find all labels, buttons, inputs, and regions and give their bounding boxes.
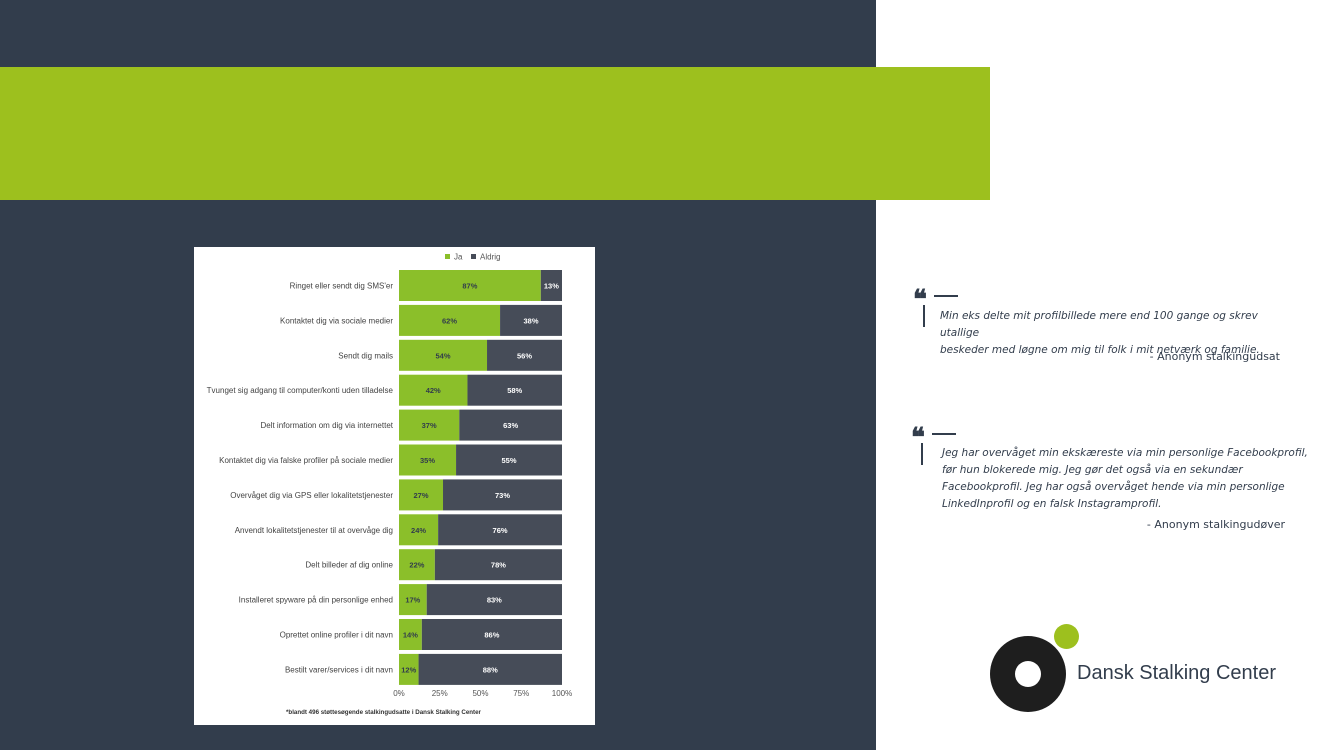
data-label-ja: 27% bbox=[413, 491, 428, 500]
chart-card: Ja Aldrig Ringet eller sendt dig SMS'er 87%… bbox=[194, 247, 595, 725]
bar-aldrig bbox=[540, 270, 562, 301]
legend-label-aldrig: Aldrig bbox=[480, 253, 500, 262]
stacked-bar-chart: Ja Aldrig Ringet eller sendt dig SMS'er 87%… bbox=[207, 253, 573, 717]
data-label-aldrig: 88% bbox=[483, 665, 498, 674]
data-label-ja: 24% bbox=[411, 526, 426, 535]
quote-author-1: - Anonym stalkingudsat bbox=[1149, 350, 1280, 363]
category-label: Overvåget dig via GPS eller lokalitetstj… bbox=[230, 491, 393, 500]
quote-line: før hun blokerede mig. Jeg gør det også … bbox=[942, 464, 1243, 476]
data-label-aldrig: 76% bbox=[493, 526, 508, 535]
data-label-aldrig: 78% bbox=[491, 561, 506, 570]
data-label-aldrig: 58% bbox=[507, 386, 522, 395]
bar-ja bbox=[399, 409, 460, 441]
bar-aldrig bbox=[500, 304, 562, 336]
quote-text-1: Min eks delte mit profilbillede mere end… bbox=[940, 308, 1300, 359]
category-label: Delt information om dig via internettet bbox=[260, 421, 393, 430]
data-label-ja: 12% bbox=[401, 665, 416, 674]
bar-ja bbox=[399, 444, 457, 476]
data-label-ja: 62% bbox=[442, 316, 457, 325]
data-label-aldrig: 56% bbox=[517, 351, 532, 360]
data-label-aldrig: 38% bbox=[524, 316, 539, 325]
data-label-ja: 37% bbox=[422, 421, 437, 430]
bar-aldrig bbox=[418, 653, 562, 685]
bar-ja bbox=[399, 339, 488, 371]
category-label: Kontaktet dig via falske profiler på soc… bbox=[219, 456, 393, 465]
data-label-ja: 42% bbox=[426, 386, 441, 395]
category-label: Anvendt lokalitetstjenester til at overv… bbox=[235, 526, 393, 535]
quote-line: Jeg har overvåget min ekskæreste via min… bbox=[942, 447, 1308, 459]
legend-swatch-ja bbox=[445, 254, 450, 259]
quote-dash bbox=[934, 295, 958, 297]
quote-bar bbox=[923, 305, 925, 327]
data-label-ja: 35% bbox=[420, 456, 435, 465]
bar-ja bbox=[399, 304, 501, 336]
bar-ja bbox=[399, 479, 444, 511]
category-label: Oprettet online profiler i dit navn bbox=[280, 631, 393, 640]
bar-ja bbox=[399, 584, 427, 616]
quote-bar bbox=[921, 443, 923, 465]
bar-aldrig bbox=[459, 409, 562, 441]
quote-line: Min eks delte mit profilbillede mere end… bbox=[940, 310, 1258, 339]
category-label: Ringet eller sendt dig SMS'er bbox=[290, 282, 394, 291]
data-label-aldrig: 83% bbox=[487, 596, 502, 605]
quote-line: LinkedInprofil og en falsk Instagramprof… bbox=[942, 498, 1162, 510]
bar-aldrig bbox=[438, 514, 562, 546]
category-label: Delt billeder af dig online bbox=[305, 561, 393, 570]
data-label-ja: 17% bbox=[405, 596, 420, 605]
quote-author-2: - Anonym stalkingudøver bbox=[1146, 518, 1285, 531]
bar-aldrig bbox=[443, 479, 562, 511]
bar-aldrig bbox=[421, 619, 562, 650]
bar-ja bbox=[399, 653, 419, 685]
x-tick-label: 100% bbox=[552, 689, 572, 698]
x-tick-label: 0% bbox=[393, 689, 405, 698]
x-tick-label: 25% bbox=[432, 689, 448, 698]
title-band bbox=[0, 67, 990, 200]
category-label: Installeret spyware på din personlige en… bbox=[239, 596, 393, 605]
bar-aldrig bbox=[456, 444, 562, 476]
data-label-aldrig: 63% bbox=[503, 421, 518, 430]
data-label-ja: 14% bbox=[403, 631, 418, 640]
legend-swatch-aldrig bbox=[471, 254, 476, 259]
quote-line: Facebookprofil. Jeg har også overvåget h… bbox=[942, 481, 1285, 493]
x-tick-label: 50% bbox=[472, 689, 488, 698]
data-label-ja: 87% bbox=[462, 282, 477, 291]
logo-hole bbox=[1015, 661, 1041, 687]
data-label-aldrig: 13% bbox=[544, 282, 559, 291]
category-label: Kontaktet dig via sociale medier bbox=[280, 316, 393, 325]
data-label-aldrig: 86% bbox=[484, 631, 499, 640]
logo-dot-icon bbox=[1054, 624, 1079, 649]
bar-ja bbox=[399, 514, 439, 546]
bar-aldrig bbox=[426, 584, 562, 616]
category-label: Sendt dig mails bbox=[338, 351, 393, 360]
data-label-aldrig: 55% bbox=[502, 456, 517, 465]
category-label: Tvunget sig adgang til computer/konti ud… bbox=[207, 386, 394, 395]
bar-ja bbox=[399, 270, 541, 301]
legend-label-ja: Ja bbox=[454, 253, 463, 262]
chart-footnote: *blandt 496 støttesøgende stalkingudsatt… bbox=[286, 709, 482, 716]
data-label-ja: 22% bbox=[409, 561, 424, 570]
bar-ja bbox=[399, 549, 435, 581]
x-tick-label: 75% bbox=[513, 689, 529, 698]
category-label: Bestilt varer/services i dit navn bbox=[285, 665, 393, 674]
logo-text: Dansk Stalking Center bbox=[1077, 662, 1276, 684]
data-label-aldrig: 73% bbox=[495, 491, 510, 500]
bar-ja bbox=[399, 374, 468, 406]
quote-dash bbox=[932, 433, 956, 435]
bar-aldrig bbox=[467, 374, 562, 406]
data-label-ja: 54% bbox=[436, 351, 451, 360]
bar-aldrig bbox=[434, 549, 562, 581]
bar-ja bbox=[399, 619, 422, 650]
quote-text-2: Jeg har overvåget min ekskæreste via min… bbox=[942, 445, 1312, 513]
bar-aldrig bbox=[487, 339, 562, 371]
quote-line: beskeder med løgne om mig til folk i mit… bbox=[940, 344, 1260, 356]
